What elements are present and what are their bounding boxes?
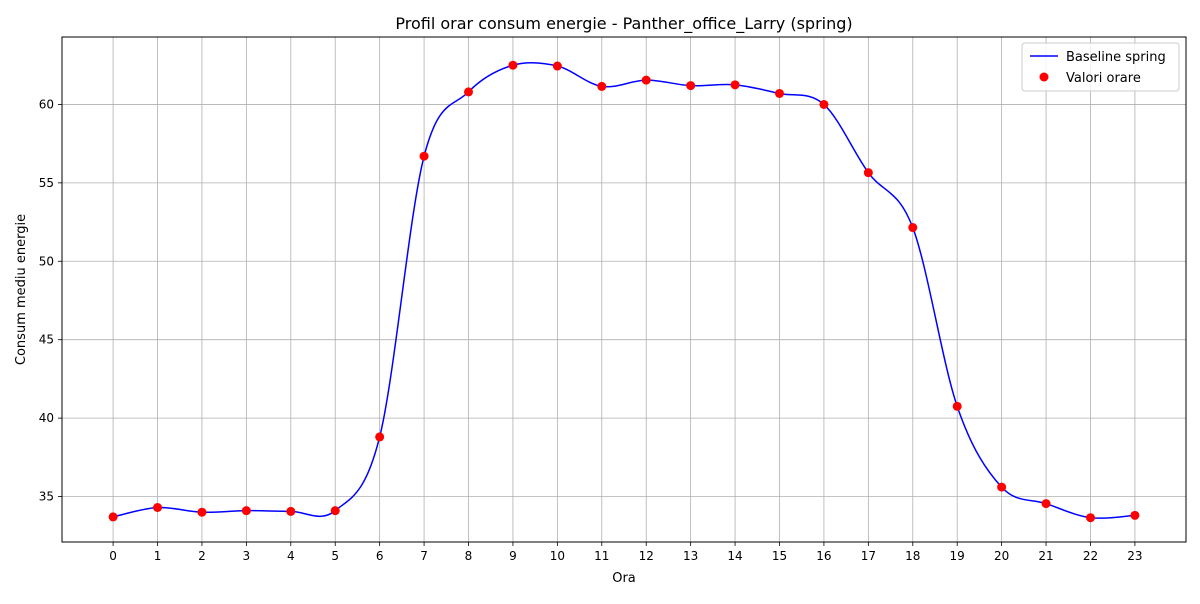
hourly-value-point	[730, 80, 740, 90]
x-axis-label: Ora	[612, 571, 636, 586]
x-tick-label: 21	[1038, 549, 1053, 563]
hourly-value-point	[419, 151, 429, 161]
x-tick-label: 16	[816, 549, 831, 563]
x-tick-label: 3	[243, 549, 251, 563]
x-tick-label: 9	[509, 549, 517, 563]
axis-ticks: 0 1 2 3 4 5 6 7 8 9 10 11 12 13 14 15 16 17 18 19 20 21 22 2335…	[39, 97, 1143, 563]
x-tick-label: 4	[287, 549, 295, 563]
x-tick-label: 22	[1083, 549, 1098, 563]
x-tick-label: 1	[154, 549, 162, 563]
series-layer	[108, 60, 1140, 523]
x-tick-label: 23	[1127, 549, 1142, 563]
hourly-value-point	[1085, 513, 1095, 523]
x-tick-label: 17	[861, 549, 876, 563]
x-tick-label: 15	[772, 549, 787, 563]
chart-title: Profil orar consum energie - Panther_off…	[395, 14, 852, 34]
x-tick-label: 0	[109, 549, 117, 563]
x-tick-label: 5	[331, 549, 339, 563]
legend-box	[1021, 42, 1180, 92]
x-tick-label: 19	[950, 549, 965, 563]
x-tick-label: 10	[550, 549, 565, 563]
hourly-value-point	[464, 87, 474, 97]
y-tick-label: 40	[39, 411, 54, 425]
hourly-value-point	[641, 75, 651, 85]
hourly-value-point	[330, 506, 340, 516]
x-tick-label: 20	[994, 549, 1009, 563]
hourly-value-point	[1130, 510, 1140, 520]
hourly-value-point	[952, 401, 962, 411]
x-tick-label: 11	[594, 549, 609, 563]
hourly-value-point	[375, 432, 385, 442]
legend-marker-swatch	[1039, 72, 1049, 82]
y-axis-label: Consum mediu energie	[14, 214, 29, 365]
hourly-value-point	[686, 81, 696, 91]
hourly-value-point	[508, 60, 518, 70]
y-tick-label: 35	[39, 490, 54, 504]
legend-label-hourly-values: Valori orare	[1066, 71, 1141, 86]
hourly-value-point	[863, 168, 873, 178]
y-tick-label: 50	[39, 254, 54, 268]
x-tick-label: 7	[420, 549, 428, 563]
x-tick-label: 13	[683, 549, 698, 563]
x-tick-label: 6	[376, 549, 384, 563]
hourly-value-point	[774, 88, 784, 98]
y-tick-label: 45	[39, 333, 54, 347]
y-tick-label: 60	[39, 97, 54, 111]
hourly-value-point	[552, 61, 562, 71]
hourly-value-point	[819, 99, 829, 109]
plot-frame	[61, 36, 1187, 543]
grid-lines	[62, 37, 1186, 542]
hourly-value-point	[108, 512, 118, 522]
x-tick-label: 14	[727, 549, 742, 563]
legend-label-baseline: Baseline spring	[1066, 50, 1166, 65]
x-tick-label: 18	[905, 549, 920, 563]
hourly-value-point	[597, 81, 607, 91]
x-tick-label: 8	[465, 549, 473, 563]
hourly-value-point	[997, 482, 1007, 492]
hourly-value-point	[197, 507, 207, 517]
hourly-value-point	[153, 502, 163, 512]
hourly-value-point	[241, 506, 251, 516]
hourly-value-point	[286, 506, 296, 516]
x-tick-label: 2	[198, 549, 206, 563]
x-tick-label: 12	[639, 549, 654, 563]
hourly-value-point	[908, 223, 918, 233]
hourly-value-point	[1041, 499, 1051, 509]
y-tick-label: 55	[39, 176, 54, 190]
legend: Baseline spring Valori orare	[1021, 42, 1180, 92]
